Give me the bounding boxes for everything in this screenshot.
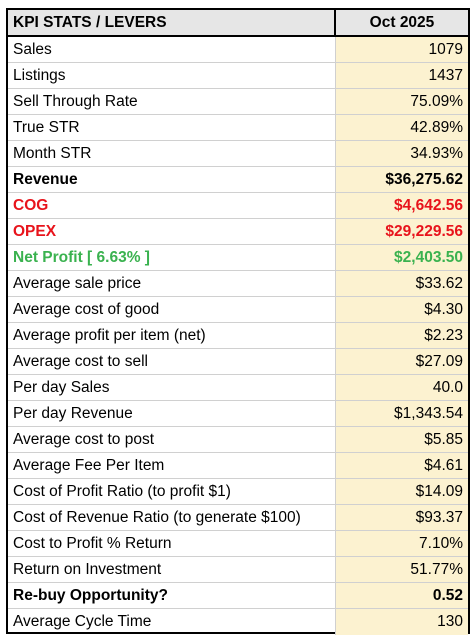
row-value-cell[interactable]: $2,403.50 (336, 245, 468, 270)
table-row: Average sale price $33.62 (8, 271, 468, 297)
table-row: Sell Through Rate 75.09% (8, 89, 468, 115)
row-label-cell[interactable]: True STR (8, 115, 336, 140)
table-row: Listings 1437 (8, 63, 468, 89)
row-label-cell[interactable]: Revenue (8, 167, 336, 192)
table-row: Average cost to post $5.85 (8, 427, 468, 453)
row-label-cell[interactable]: Listings (8, 63, 336, 88)
row-value-cell[interactable]: $14.09 (336, 479, 468, 504)
table-row: Month STR 34.93% (8, 141, 468, 167)
row-value-cell[interactable]: 1437 (336, 63, 468, 88)
row-label-cell[interactable]: Average Cycle Time (8, 609, 336, 635)
table-row: Re-buy Opportunity? 0.52 (8, 583, 468, 609)
row-value-cell[interactable]: $1,343.54 (336, 401, 468, 426)
table-row: Per day Sales 40.0 (8, 375, 468, 401)
row-label-cell[interactable]: Average cost to post (8, 427, 336, 452)
row-label-cell[interactable]: Sales (8, 37, 336, 62)
row-value-cell[interactable]: $36,275.62 (336, 167, 468, 192)
row-value-cell[interactable]: 51.77% (336, 557, 468, 582)
row-label-cell[interactable]: Average Fee Per Item (8, 453, 336, 478)
kpi-table: KPI STATS / LEVERS Oct 2025 Sales 1079 Lis… (6, 8, 470, 635)
row-label-cell[interactable]: Average profit per item (net) (8, 323, 336, 348)
row-label-cell[interactable]: Cost to Profit % Return (8, 531, 336, 556)
row-label-cell[interactable]: Per day Sales (8, 375, 336, 400)
row-value-cell[interactable]: $27.09 (336, 349, 468, 374)
row-value-cell[interactable]: $29,229.56 (336, 219, 468, 244)
row-label-cell[interactable]: Cost of Revenue Ratio (to generate $100) (8, 505, 336, 530)
row-label-cell[interactable]: Sell Through Rate (8, 89, 336, 114)
row-value-cell[interactable]: $5.85 (336, 427, 468, 452)
table-row: Average cost to sell $27.09 (8, 349, 468, 375)
table-row: True STR 42.89% (8, 115, 468, 141)
row-value-cell[interactable]: 130 (336, 609, 468, 635)
table-row: Sales 1079 (8, 37, 468, 63)
table-row: Net Profit [ 6.63% ] $2,403.50 (8, 245, 468, 271)
row-value-cell[interactable]: 42.89% (336, 115, 468, 140)
row-label-cell[interactable]: Average sale price (8, 271, 336, 296)
row-label-cell[interactable]: Average cost of good (8, 297, 336, 322)
row-value-cell[interactable]: 1079 (336, 37, 468, 62)
row-label-cell[interactable]: OPEX (8, 219, 336, 244)
table-row: Average profit per item (net) $2.23 (8, 323, 468, 349)
row-label-cell[interactable]: COG (8, 193, 336, 218)
row-value-cell[interactable]: 0.52 (336, 583, 468, 608)
table-row: Average cost of good $4.30 (8, 297, 468, 323)
table-row: Cost to Profit % Return 7.10% (8, 531, 468, 557)
row-value-cell[interactable]: $93.37 (336, 505, 468, 530)
header-label-cell[interactable]: KPI STATS / LEVERS (8, 10, 336, 35)
row-value-cell[interactable]: $4.61 (336, 453, 468, 478)
row-value-cell[interactable]: 40.0 (336, 375, 468, 400)
row-label-cell[interactable]: Average cost to sell (8, 349, 336, 374)
row-label-cell[interactable]: Net Profit [ 6.63% ] (8, 245, 336, 270)
row-value-cell[interactable]: 75.09% (336, 89, 468, 114)
table-row: OPEX $29,229.56 (8, 219, 468, 245)
row-label-cell[interactable]: Return on Investment (8, 557, 336, 582)
table-row: Average Cycle Time 130 (8, 609, 468, 635)
table-row: Cost of Revenue Ratio (to generate $100)… (8, 505, 468, 531)
row-value-cell[interactable]: $2.23 (336, 323, 468, 348)
table-row: Return on Investment 51.77% (8, 557, 468, 583)
row-value-cell[interactable]: 34.93% (336, 141, 468, 166)
row-label-cell[interactable]: Month STR (8, 141, 336, 166)
table-row: Revenue $36,275.62 (8, 167, 468, 193)
row-label-cell[interactable]: Re-buy Opportunity? (8, 583, 336, 608)
row-value-cell[interactable]: $33.62 (336, 271, 468, 296)
table-body: Sales 1079 Listings 1437 Sell Through Rate 75… (8, 37, 468, 635)
table-row: Per day Revenue $1,343.54 (8, 401, 468, 427)
table-row: Average Fee Per Item $4.61 (8, 453, 468, 479)
row-label-cell[interactable]: Per day Revenue (8, 401, 336, 426)
row-value-cell[interactable]: $4,642.56 (336, 193, 468, 218)
row-value-cell[interactable]: $4.30 (336, 297, 468, 322)
row-value-cell[interactable]: 7.10% (336, 531, 468, 556)
row-label-cell[interactable]: Cost of Profit Ratio (to profit $1) (8, 479, 336, 504)
table-row: Cost of Profit Ratio (to profit $1) $14.0… (8, 479, 468, 505)
header-month-cell[interactable]: Oct 2025 (336, 10, 468, 35)
table-row: COG $4,642.56 (8, 193, 468, 219)
table-header-row: KPI STATS / LEVERS Oct 2025 (8, 10, 468, 37)
